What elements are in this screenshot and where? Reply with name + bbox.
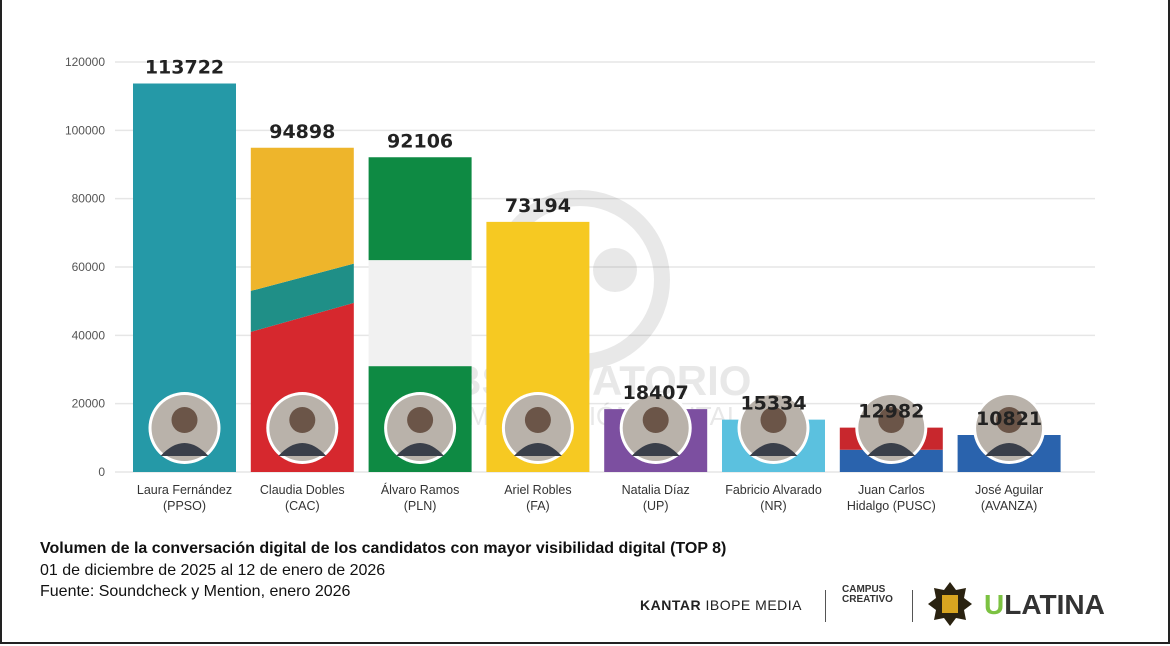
- ulatina-text: LATINA: [1004, 589, 1105, 620]
- candidate-photo: [619, 392, 692, 464]
- x-tick-label: José Aguilar: [975, 483, 1043, 497]
- person-body-icon: [749, 443, 798, 456]
- y-tick-label: 20000: [72, 397, 106, 411]
- y-tick-label: 0: [98, 465, 105, 479]
- x-tick-label: (UP): [643, 499, 669, 513]
- ulatina-logo: U LATINA: [984, 585, 1105, 625]
- candidate-photo: [384, 392, 457, 464]
- data-label: 10821: [976, 408, 1042, 430]
- bar: [486, 221, 590, 472]
- bar-segment: [133, 83, 236, 473]
- data-label: 15334: [740, 393, 806, 415]
- data-label: 18407: [623, 382, 689, 404]
- x-tick-label: (FA): [526, 499, 550, 513]
- data-label: 113722: [145, 56, 224, 78]
- candidate-photo: [148, 392, 221, 464]
- data-label: 12982: [858, 401, 924, 423]
- person-head-icon: [407, 407, 434, 433]
- bar-segment: [368, 260, 472, 367]
- person-head-icon: [171, 407, 198, 433]
- y-tick-label: 60000: [72, 260, 106, 274]
- candidate-photo: [737, 392, 810, 464]
- x-tick-label: Natalia Díaz: [622, 483, 690, 497]
- data-label: 92106: [387, 130, 453, 152]
- person-head-icon: [996, 407, 1023, 433]
- person-body-icon: [396, 443, 445, 456]
- source-note: Fuente: Soundcheck y Mention, enero 2026: [40, 583, 351, 600]
- data-label: 73194: [505, 195, 571, 217]
- person-head-icon: [524, 407, 551, 433]
- person-head-icon: [878, 407, 905, 433]
- person-head-icon: [642, 407, 669, 433]
- x-tick-label: (PLN): [404, 499, 437, 513]
- chart-title: Volumen de la conversación digital de lo…: [40, 540, 727, 557]
- bar: [250, 147, 354, 472]
- x-tick-label: (PPSO): [163, 499, 206, 513]
- person-head-icon: [760, 407, 787, 433]
- creativo-text: CREATIVO: [842, 594, 893, 605]
- person-body-icon: [985, 443, 1034, 456]
- x-tick-label: Juan Carlos: [858, 483, 925, 497]
- candidate-photo: [266, 392, 339, 464]
- candidate-photo: [855, 392, 928, 464]
- kantar-text: KANTAR: [640, 597, 702, 613]
- person-head-icon: [289, 407, 316, 433]
- x-tick-label: (NR): [760, 499, 786, 513]
- ulatina-u: U: [984, 589, 1005, 620]
- x-tick-label: Álvaro Ramos: [381, 482, 460, 497]
- candidate-photo: [973, 392, 1046, 464]
- x-tick-label: Hidalgo (PUSC): [847, 499, 936, 513]
- bar: [722, 392, 825, 472]
- bar: [957, 392, 1061, 472]
- university-seal-icon: [928, 582, 972, 626]
- divider: [912, 590, 913, 622]
- person-body-icon: [631, 443, 680, 456]
- date-range: 01 de diciembre de 2025 al 12 de enero d…: [40, 562, 386, 579]
- y-tick-label: 80000: [72, 192, 106, 206]
- candidate-photo: [501, 392, 574, 464]
- bar-segment: [250, 263, 354, 332]
- bar: [604, 392, 708, 472]
- campus-text: CAMPUS: [842, 584, 886, 595]
- person-body-icon: [513, 443, 562, 456]
- x-tick-label: (AVANZA): [981, 499, 1037, 513]
- divider: [825, 590, 826, 622]
- bar-segment: [250, 147, 354, 291]
- y-tick-label: 100000: [65, 123, 105, 137]
- person-body-icon: [160, 443, 209, 456]
- person-body-icon: [867, 443, 916, 456]
- x-tick-label: Claudia Dobles: [260, 483, 345, 497]
- bar-segment: [368, 157, 472, 261]
- y-tick-label: 120000: [65, 55, 105, 69]
- ibope-text: IBOPE MEDIA: [705, 597, 802, 613]
- person-body-icon: [278, 443, 327, 456]
- bar: [839, 392, 943, 472]
- y-tick-label: 40000: [72, 328, 106, 342]
- campus-creativo-logo: CAMPUS CREATIVO: [842, 585, 893, 625]
- x-tick-label: Laura Fernández: [137, 483, 232, 497]
- x-tick-label: Fabricio Alvarado: [725, 483, 822, 497]
- bar: [368, 157, 472, 472]
- bar: [133, 83, 236, 473]
- x-tick-label: (CAC): [285, 499, 320, 513]
- data-label: 94898: [269, 121, 335, 143]
- kantar-ibope-logo: KANTAR IBOPE MEDIA: [640, 585, 802, 625]
- x-tick-label: Ariel Robles: [504, 483, 571, 497]
